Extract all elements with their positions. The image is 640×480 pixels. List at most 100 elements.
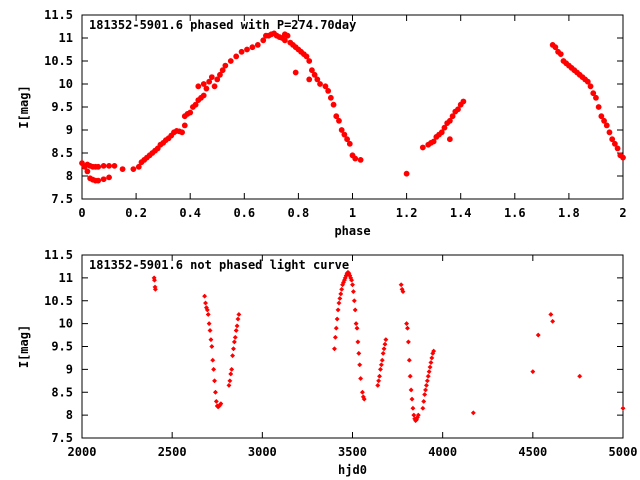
chart-2-data-point xyxy=(338,291,344,297)
chart-1-data-point xyxy=(587,83,594,90)
chart-1-data-point xyxy=(311,71,318,78)
chart-2-y-tick-label: 11.5 xyxy=(44,248,73,262)
chart-2-data-point xyxy=(230,353,236,359)
chart-2-data-point xyxy=(425,373,431,379)
chart-2-data-point xyxy=(422,387,429,393)
chart-2-data-point xyxy=(428,359,434,366)
chart-2-data-point xyxy=(548,311,554,318)
chart-1-data-point xyxy=(584,78,591,85)
chart-2-data-point xyxy=(230,346,237,352)
chart-1-x-tick-label: 0.2 xyxy=(125,206,147,220)
chart-1-data-point xyxy=(208,74,215,80)
chart-1-data-point xyxy=(446,136,453,143)
chart-1-data-point xyxy=(292,69,299,76)
chart-2-x-tick-label: 5000 xyxy=(609,445,638,459)
chart-1-data-point xyxy=(217,71,223,78)
chart-1-data-point xyxy=(100,162,107,169)
chart-1-data-point xyxy=(200,81,207,87)
chart-1-data-point xyxy=(179,129,185,136)
chart-2-data-point xyxy=(229,366,235,372)
chart-1-data-point xyxy=(249,44,256,51)
chart-1-data-point xyxy=(200,92,207,99)
chart-1-data-point xyxy=(181,122,188,129)
chart-1-data-point xyxy=(460,98,467,105)
chart-1-data-point xyxy=(95,177,102,184)
chart-2-data-point xyxy=(383,337,389,343)
chart-1-data-point xyxy=(130,166,137,172)
chart-1-data-point xyxy=(325,88,332,94)
chart-1-data-point xyxy=(611,140,618,147)
chart-2-x-tick-label: 4000 xyxy=(428,445,457,459)
chart-2-data-point xyxy=(424,378,430,384)
chart-2-data-point xyxy=(152,286,158,292)
chart-2-y-tick-label: 9 xyxy=(66,362,73,376)
chart-2-y-tick-label: 9.5 xyxy=(51,340,73,354)
chart-1-data-point xyxy=(84,168,91,175)
chart-1-data-point xyxy=(238,48,245,55)
chart-2-y-tick-label: 7.5 xyxy=(51,431,73,445)
chart-2-data-point xyxy=(535,332,541,338)
chart-1-data-point xyxy=(455,106,461,113)
chart-1-data-point xyxy=(95,163,102,170)
chart-2-data-point xyxy=(358,375,364,382)
chart-2-data-point xyxy=(407,373,413,379)
chart-2-x-tick-label: 2000 xyxy=(68,445,97,459)
chart-2-data-point xyxy=(577,373,583,379)
chart-1-x-tick-label: 1 xyxy=(349,206,356,220)
chart-2-x-tick-label: 2500 xyxy=(158,445,187,459)
chart-1-data-point xyxy=(438,129,445,136)
chart-2-data-point xyxy=(404,321,410,327)
chart-1-data-point xyxy=(601,117,607,124)
chart-2-data-point xyxy=(423,382,429,388)
chart-2-data-point xyxy=(349,282,356,288)
chart-1-data-point xyxy=(346,140,353,147)
chart-1-y-tick-label: 7.5 xyxy=(51,192,73,206)
chart-1-data-point xyxy=(119,166,126,172)
chart-1-data-point xyxy=(100,176,107,183)
chart-2-data-point xyxy=(352,307,358,313)
chart-1-data-point xyxy=(357,156,364,163)
chart-2-data-point xyxy=(226,382,232,388)
chart-2-data-point xyxy=(405,339,411,345)
chart-1-plot-frame xyxy=(81,14,624,200)
chart-2-y-tick-label: 8 xyxy=(66,408,73,422)
chart-1-y-tick-label: 10 xyxy=(59,77,73,91)
chart-1-data-point xyxy=(106,162,112,169)
chart-1-data-point xyxy=(106,174,112,181)
chart-1-data-point xyxy=(552,44,559,51)
chart-1-y-tick-label: 8.5 xyxy=(51,146,73,160)
chart-2-data-point xyxy=(335,307,341,313)
chart-1-data-point xyxy=(338,127,345,133)
chart-2-data-point xyxy=(420,405,426,411)
chart-2-data-point xyxy=(356,350,362,356)
chart-2-data-point xyxy=(411,412,417,418)
chart-2-data-point xyxy=(227,378,233,384)
chart-2-data-point xyxy=(336,300,342,306)
chart-1-data-point xyxy=(284,32,291,39)
chart-2-data-point xyxy=(550,318,556,324)
chart-1-title: 181352-5901.6 phased with P=274.70day xyxy=(89,18,356,32)
chart-2-data-point xyxy=(415,412,421,418)
chart-1-data-point xyxy=(187,109,194,116)
chart-2-data-point xyxy=(400,289,406,295)
chart-2-data-point xyxy=(408,387,414,393)
chart-2-data-point xyxy=(351,298,357,304)
chart-1-x-tick-label: 1.4 xyxy=(450,206,472,220)
chart-1-data-point xyxy=(214,76,221,83)
chart-1-data-point xyxy=(620,154,626,161)
chart-2-data-point xyxy=(218,401,224,407)
chart-2-data-point xyxy=(354,325,360,331)
chart-2-data-point xyxy=(406,357,412,363)
chart-1-data-point xyxy=(306,58,313,64)
chart-2-data-point xyxy=(422,391,428,398)
chart-2-data-point xyxy=(235,316,241,322)
chart-2-data-point xyxy=(333,325,339,331)
chart-2-data-point xyxy=(209,343,215,350)
chart-1-data-point xyxy=(441,124,448,131)
chart-1-data-point xyxy=(327,94,334,101)
chart-1-data-point xyxy=(314,76,321,83)
chart-2-data-point xyxy=(234,323,240,329)
chart-1-data-point xyxy=(330,101,337,108)
chart-2-data-point xyxy=(353,321,359,327)
